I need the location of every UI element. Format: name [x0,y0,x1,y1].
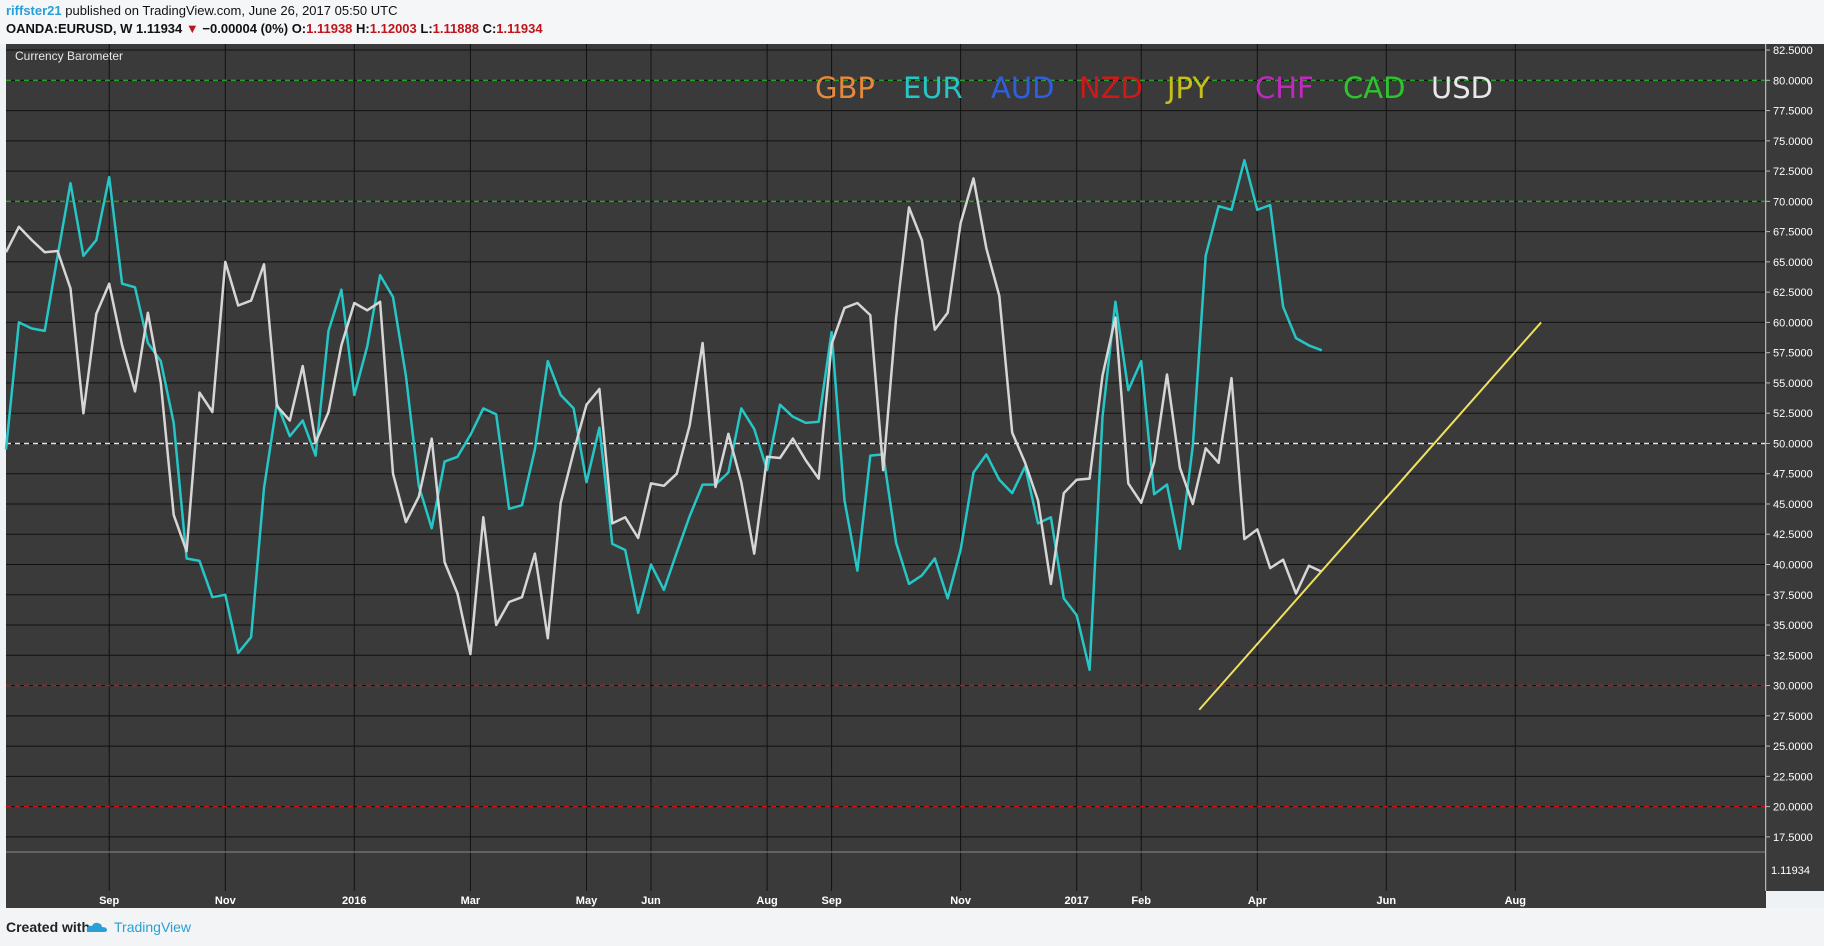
x-tick-labels: Sep Nov 2016 Mar May Jun Aug Sep Nov 2017 Feb Apr Ju… [99,895,1526,907]
y-tick-label: 52.5000 [1773,408,1813,420]
y-tick-label: 57.5000 [1773,348,1813,360]
y-tick-label: 65.0000 [1773,257,1813,269]
tradingview-link[interactable]: TradingView [86,919,191,935]
publisher-name[interactable]: riffster21 [6,3,62,18]
x-tick-label: May [576,895,598,907]
y-tick-label: 80.0000 [1773,75,1813,87]
x-tick-label: Feb [1131,895,1151,907]
down-arrow-icon: ▼ [185,21,199,36]
x-tick-label: Nov [950,895,972,907]
y-tick-label: 77.5000 [1773,106,1813,118]
sub-pane-price-label: 1.11934 [1771,865,1810,877]
y-tick-label: 17.5000 [1773,832,1813,844]
y-tick-labels: 82.5000 80.0000 77.5000 75.0000 72.5000 70.00… [1766,45,1813,844]
y-tick-label: 20.0000 [1773,802,1813,814]
x-tick-label: Jun [641,895,661,907]
trendline-layer [1198,321,1542,711]
indicator-title: Currency Barometer [15,49,123,63]
y-tick-label: 60.0000 [1773,317,1813,329]
close-label: C: [482,21,497,36]
x-tick-label: Jun [1377,895,1397,907]
symbol-text: OANDA:EURUSD, W 1.11934 [6,21,183,36]
x-tick-label: Mar [461,895,481,907]
y-tick-label: 30.0000 [1773,681,1813,693]
change-text: −0.00004 (0%) [202,21,289,36]
y-tick-label: 72.5000 [1773,166,1813,178]
y-tick-label: 25.0000 [1773,741,1813,753]
open-value: 1.11938 [306,21,353,36]
legend-item: JPY [1165,71,1210,105]
y-tick-label: 22.5000 [1773,771,1813,783]
created-with-text: Created with [6,919,91,935]
series-layer [4,158,1323,672]
y-tick-label: 75.0000 [1773,136,1813,148]
legend: GBP EUR AUD NZD JPY CHF CAD USD [815,71,1493,105]
horizontal-gridlines [6,49,1765,838]
y-tick-label: 67.5000 [1773,227,1813,239]
publish-header: riffster21 published on TradingView.com,… [0,0,1824,44]
legend-item: AUD [991,71,1054,105]
y-tick-label: 37.5000 [1773,590,1813,602]
published-text: published on TradingView.com, June 26, 2… [65,3,398,18]
chart-canvas[interactable]: Currency Barometer GBP EUR AUD NZD JPY CHF CAD… [0,44,1824,908]
y-tick-label: 55.0000 [1773,378,1813,390]
y-tick-label: 42.5000 [1773,529,1813,541]
publish-info: riffster21 published on TradingView.com,… [6,3,397,18]
trendline[interactable] [1198,321,1542,711]
x-tick-label: Sep [822,895,842,907]
x-tick-label: Aug [756,895,777,907]
y-tick-label: 82.5000 [1773,45,1813,57]
x-tick-label: Apr [1248,895,1268,907]
y-tick-label: 35.0000 [1773,620,1813,632]
close-value: 1.11934 [496,21,543,36]
symbol-info: OANDA:EURUSD, W 1.11934 ▼ −0.00004 (0%) … [6,21,543,36]
legend-item: USD [1431,71,1493,105]
y-tick-label: 45.0000 [1773,499,1813,511]
series-line-usd [4,177,1323,656]
y-tick-label: 62.5000 [1773,287,1813,299]
x-tick-label: Nov [215,895,237,907]
series-line-eur [4,158,1323,672]
time-axis[interactable] [6,891,1766,908]
x-tick-label: Sep [99,895,119,907]
x-tick-label: 2016 [342,895,366,907]
open-label: O: [291,21,307,36]
high-value: 1.12003 [369,21,417,36]
x-tick-label: Aug [1505,895,1526,907]
legend-item: NZD [1079,71,1143,105]
y-tick-label: 27.5000 [1773,711,1813,723]
low-value: 1.11888 [432,21,479,36]
legend-item: CHF [1255,71,1314,105]
legend-item: GBP [815,71,875,105]
low-label: L: [420,21,433,36]
y-tick-label: 50.0000 [1773,438,1813,450]
y-tick-label: 32.5000 [1773,650,1813,662]
y-tick-label: 47.5000 [1773,469,1813,481]
vertical-gridlines [108,44,1516,891]
y-tick-label: 70.0000 [1773,196,1813,208]
high-label: H: [356,21,370,36]
tradingview-brand: TradingView [114,919,192,935]
y-tick-label: 40.0000 [1773,560,1813,572]
x-tick-label: 2017 [1064,895,1088,907]
price-axis[interactable] [1766,44,1824,891]
cloud-icon [86,922,107,932]
footer: Created with TradingView [0,908,1824,946]
legend-item: EUR [903,71,963,105]
legend-item: CAD [1343,71,1405,105]
